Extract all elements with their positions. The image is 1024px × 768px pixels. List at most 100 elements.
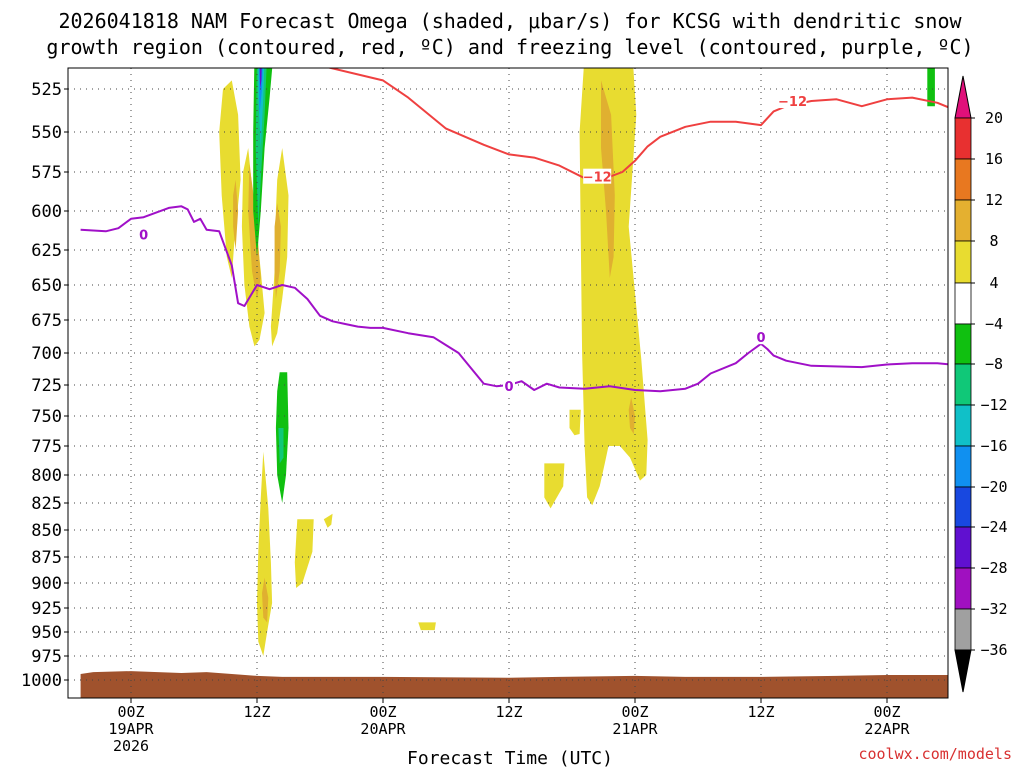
omega-region-4to8-3 [257, 451, 273, 656]
colorbar-bin-6 [954, 363, 972, 406]
colorbar-cap-bottom [954, 649, 972, 693]
colorbar-tick-label-9: −20 [980, 478, 1007, 496]
colorbar-tick-label-7: −12 [980, 396, 1007, 414]
omega-region-4to8-4 [294, 519, 314, 588]
omega-region-4to8-6 [418, 622, 436, 631]
colorbar-tick-label-5: −4 [985, 315, 1003, 333]
contour-label-freezing-level-0: 0 [139, 228, 148, 243]
x-tick-label-20-0: 00Z [369, 703, 396, 721]
colorbar-tick-label-13: −36 [980, 641, 1007, 659]
contour-label-dsgr-minus12-0: −12 [583, 171, 612, 186]
y-tick-label-950: 950 [31, 623, 62, 643]
colorbar-bin-3 [954, 240, 972, 284]
omega-region-8to12-5 [628, 397, 635, 434]
ground-profile [80, 671, 948, 698]
contour-label-bg-freezing-level-1 [503, 378, 515, 394]
y-tick-label-975: 975 [31, 647, 62, 667]
omega-region--4to-8-2 [927, 68, 935, 107]
chart-title-line2: growth region (contoured, red, ºC) and f… [46, 35, 973, 59]
x-tick-label-50-0: 12Z [747, 703, 774, 721]
y-tick-label-575: 575 [31, 163, 62, 183]
x-tick-label-0-0: 00Z [117, 703, 144, 721]
contour-label-dsgr-minus12-1: −12 [778, 95, 807, 110]
x-tick-label-10-0: 12Z [243, 703, 270, 721]
colorbar-tick-label-2: 12 [985, 191, 1003, 209]
contour-label-freezing-level-2: 0 [756, 331, 765, 346]
colorbar-tick-label-11: −28 [980, 559, 1007, 577]
colorbar-bin-0 [954, 117, 972, 160]
omega-region-4to8-0 [219, 80, 241, 279]
colorbar-bin-10 [954, 526, 972, 569]
colorbar-bin-4 [954, 282, 972, 325]
y-tick-label-600: 600 [31, 202, 62, 222]
y-tick-label-875: 875 [31, 548, 62, 568]
colorbar-tick-label-6: −8 [985, 355, 1003, 373]
omega-region-4to8-8 [544, 463, 565, 509]
colorbar-bin-9 [954, 486, 972, 528]
y-tick-label-725: 725 [31, 376, 62, 396]
y-tick-label-650: 650 [31, 276, 62, 296]
omega-shading [219, 68, 935, 656]
omega-region--8to-12-0 [255, 68, 267, 227]
contour-freezing-level [80, 205, 948, 393]
plot-frame [67, 67, 949, 699]
omega-region-8to12-3 [262, 577, 269, 623]
colorbar-bin-2 [954, 199, 972, 242]
y-tick-label-825: 825 [31, 494, 62, 514]
colorbar-tick-label-3: 8 [989, 232, 998, 250]
colorbar-tick-label-8: −16 [980, 437, 1007, 455]
colorbar-bin-8 [954, 445, 972, 488]
colorbar-bin-1 [954, 158, 972, 201]
y-tick-label-850: 850 [31, 521, 62, 541]
omega-region-8to12-1 [248, 164, 261, 299]
omega-region-4to8-7 [569, 409, 581, 436]
x-axis-label: Forecast Time (UTC) [407, 748, 613, 768]
omega-region-8to12-0 [233, 179, 239, 250]
y-tick-label-675: 675 [31, 311, 62, 331]
contour-label-bg-freezing-level-0 [137, 226, 150, 242]
y-tick-label-625: 625 [31, 241, 62, 261]
x-tick-label-60-1: 22APR [864, 720, 910, 738]
chart-title-line1: 2026041818 NAM Forecast Omega (shaded, μ… [58, 9, 962, 33]
x-tick-label-60-0: 00Z [873, 703, 900, 721]
colorbar-bin-12 [954, 608, 972, 651]
y-tick-label-900: 900 [31, 574, 62, 594]
y-tick-label-750: 750 [31, 407, 62, 427]
contour-label-bg-dsgr-minus12-1 [778, 93, 807, 109]
colorbar-tick-label-0: 20 [985, 109, 1003, 127]
colorbar-tick-label-1: 16 [985, 150, 1003, 168]
contour-dsgr-minus12 [326, 68, 948, 180]
y-axis: 525 550 575 600 625 650 675 700 725 750 775 800 825 8… [21, 80, 68, 691]
colorbar-cap-top [954, 75, 972, 119]
y-tick-label-525: 525 [31, 80, 62, 100]
colorbar-tick-label-12: −32 [980, 600, 1007, 618]
omega-region--20to-28-0 [259, 68, 262, 89]
y-tick-label-925: 925 [31, 599, 62, 619]
omega-region--8to-12-1 [278, 428, 284, 464]
y-tick-label-550: 550 [31, 123, 62, 143]
x-tick-label-20-1: 20APR [360, 720, 406, 738]
contour-label-freezing-level-1: 0 [504, 380, 513, 395]
y-tick-label-775: 775 [31, 437, 62, 457]
contour-lines: 0 0 0 −12 −12 [80, 68, 948, 395]
colorbar-bin-7 [954, 404, 972, 447]
colorbar-legend: 20 16 12 8 4 −4 −8 −12 −16 −20 −24 −28 −32 −36 [954, 75, 1008, 693]
x-tick-label-0-2: 2026 [113, 737, 149, 755]
contour-label-bg-dsgr-minus12-0 [583, 168, 612, 184]
y-tick-label-800: 800 [31, 466, 62, 486]
y-tick-label-700: 700 [31, 344, 62, 364]
omega-region-4to8-9 [579, 68, 648, 506]
x-tick-label-0-1: 19APR [108, 720, 154, 738]
colorbar-bin-5 [954, 323, 972, 365]
credit-text: coolwx.com/models [858, 745, 1012, 763]
x-tick-label-40-1: 21APR [612, 720, 658, 738]
omega-region-4to8-5 [323, 513, 333, 528]
x-tick-label-40-0: 00Z [621, 703, 648, 721]
contour-label-bg-freezing-level-2 [755, 329, 767, 345]
y-tick-label-1000: 1000 [21, 671, 62, 691]
colorbar-tick-label-4: 4 [989, 274, 998, 292]
colorbar-tick-label-10: −24 [980, 518, 1007, 536]
colorbar-bin-11 [954, 567, 972, 610]
